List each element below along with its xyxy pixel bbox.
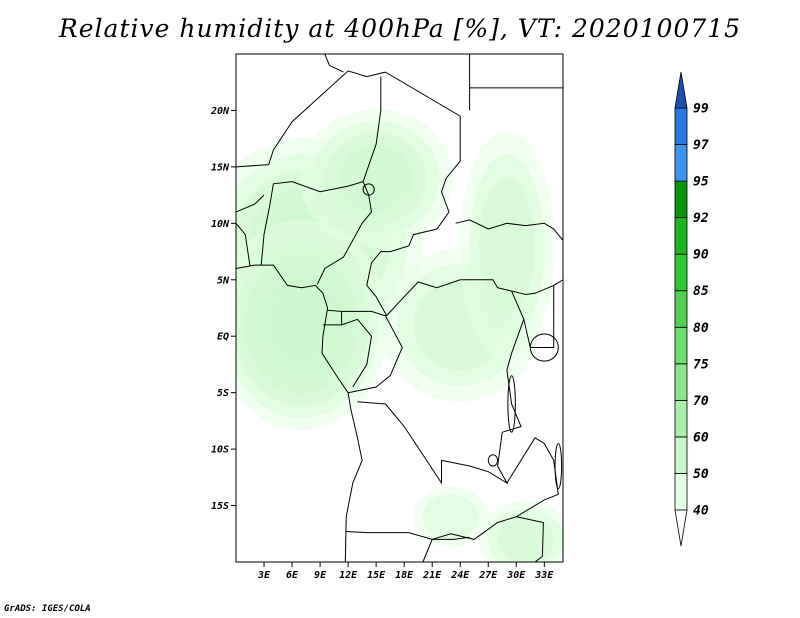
longitude-axis: 3E 6E 9E 12E 15E 18E 21E 24E 27E 30E 33E: [257, 562, 554, 581]
border-line: [523, 285, 555, 348]
colorbar: 40 50 60 70 75 80 85 90 92 95 97 99: [674, 71, 709, 547]
colorbar-label: 92: [693, 211, 709, 226]
border-line: [362, 76, 382, 182]
country-borders: [236, 54, 563, 562]
lake-outline: [362, 183, 375, 196]
lat-tick-label: 15N: [211, 162, 230, 173]
colorbar-segment: [674, 253, 688, 292]
border-line: [236, 194, 265, 213]
colorbar-segment: [674, 290, 688, 328]
humidity-region-angola-zambia: [413, 486, 489, 548]
colorbar-label: 99: [693, 102, 709, 117]
border-line: [455, 219, 563, 241]
lon-tick-label: 21E: [422, 570, 442, 581]
border-line: [346, 531, 470, 540]
colorbar-segment: [674, 436, 688, 474]
colorbar-label: 70: [693, 394, 709, 409]
colorbar-label: 75: [693, 357, 709, 372]
lat-tick-label: 5N: [217, 275, 230, 286]
lon-tick-label: 3E: [257, 570, 271, 581]
lat-tick-label: 20N: [210, 106, 230, 117]
lat-tick-label: 15S: [211, 501, 229, 512]
map-title: Relative humidity at 400hPa [%], VT: 202…: [58, 14, 742, 43]
humidity-region-southern-patch: [477, 501, 563, 562]
colorbar-label: 90: [693, 248, 709, 263]
border-line: [422, 437, 559, 562]
border-line: [357, 290, 525, 485]
colorbar-segment: [674, 399, 688, 438]
colorbar-segment: [674, 363, 688, 401]
colorbar-label: 97: [693, 138, 709, 153]
humidity-region-east-africa: [459, 130, 555, 362]
colorbar-segment: [674, 180, 688, 219]
lake-outline: [529, 333, 559, 362]
lat-tick-label: EQ: [217, 332, 229, 343]
lon-tick-label: 9E: [314, 570, 327, 581]
lon-tick-label: 18E: [395, 570, 414, 581]
lake-outline: [487, 454, 499, 467]
colorbar-label: 95: [693, 175, 709, 190]
border-line: [324, 54, 344, 73]
lon-tick-label: 6E: [286, 570, 299, 581]
humidity-field: [236, 108, 563, 562]
colorbar-label: 60: [693, 430, 709, 445]
border-line: [322, 309, 343, 326]
border-line: [236, 222, 251, 267]
colorbar-segment: [674, 144, 688, 182]
lake-outline: [507, 375, 516, 433]
colorbar-label: 80: [693, 321, 709, 336]
lon-tick-label: 12E: [339, 570, 358, 581]
lat-tick-label: 10S: [211, 445, 229, 456]
lon-tick-label: 15E: [367, 570, 386, 581]
lat-tick-label: 10N: [211, 219, 230, 230]
colorbar-label: 85: [693, 284, 709, 299]
lat-tick-label: 5S: [217, 388, 229, 399]
latitude-axis: 20N 15N 10N 5N EQ 5S 10S 15S: [210, 106, 236, 512]
lon-tick-label: 27E: [478, 570, 498, 581]
colorbar-extend-low: [674, 509, 688, 547]
colorbar-segment: [674, 107, 688, 145]
border-line: [236, 70, 461, 317]
map-frame: [235, 53, 564, 563]
humidity-region-chad-lake: [299, 108, 453, 248]
colorbar-label: 50: [693, 467, 709, 482]
humidity-region-gulf-of-guinea-core: [236, 219, 389, 430]
border-line: [386, 279, 563, 317]
colorbar-extend-high: [674, 71, 688, 109]
colorbar-segment: [674, 473, 688, 511]
lake-outline: [554, 442, 563, 490]
border-line: [341, 318, 373, 388]
lon-tick-label: 33E: [534, 570, 554, 581]
lon-tick-label: 24E: [450, 570, 470, 581]
colorbar-label: 40: [693, 504, 709, 519]
grads-credit: GrADS: IGES/COLA: [4, 604, 91, 614]
border-line: [516, 516, 544, 562]
colorbar-segment: [674, 217, 688, 255]
lon-tick-label: 30E: [506, 570, 526, 581]
colorbar-segment: [674, 326, 688, 365]
border-line: [341, 310, 403, 394]
border-line: [236, 264, 363, 562]
